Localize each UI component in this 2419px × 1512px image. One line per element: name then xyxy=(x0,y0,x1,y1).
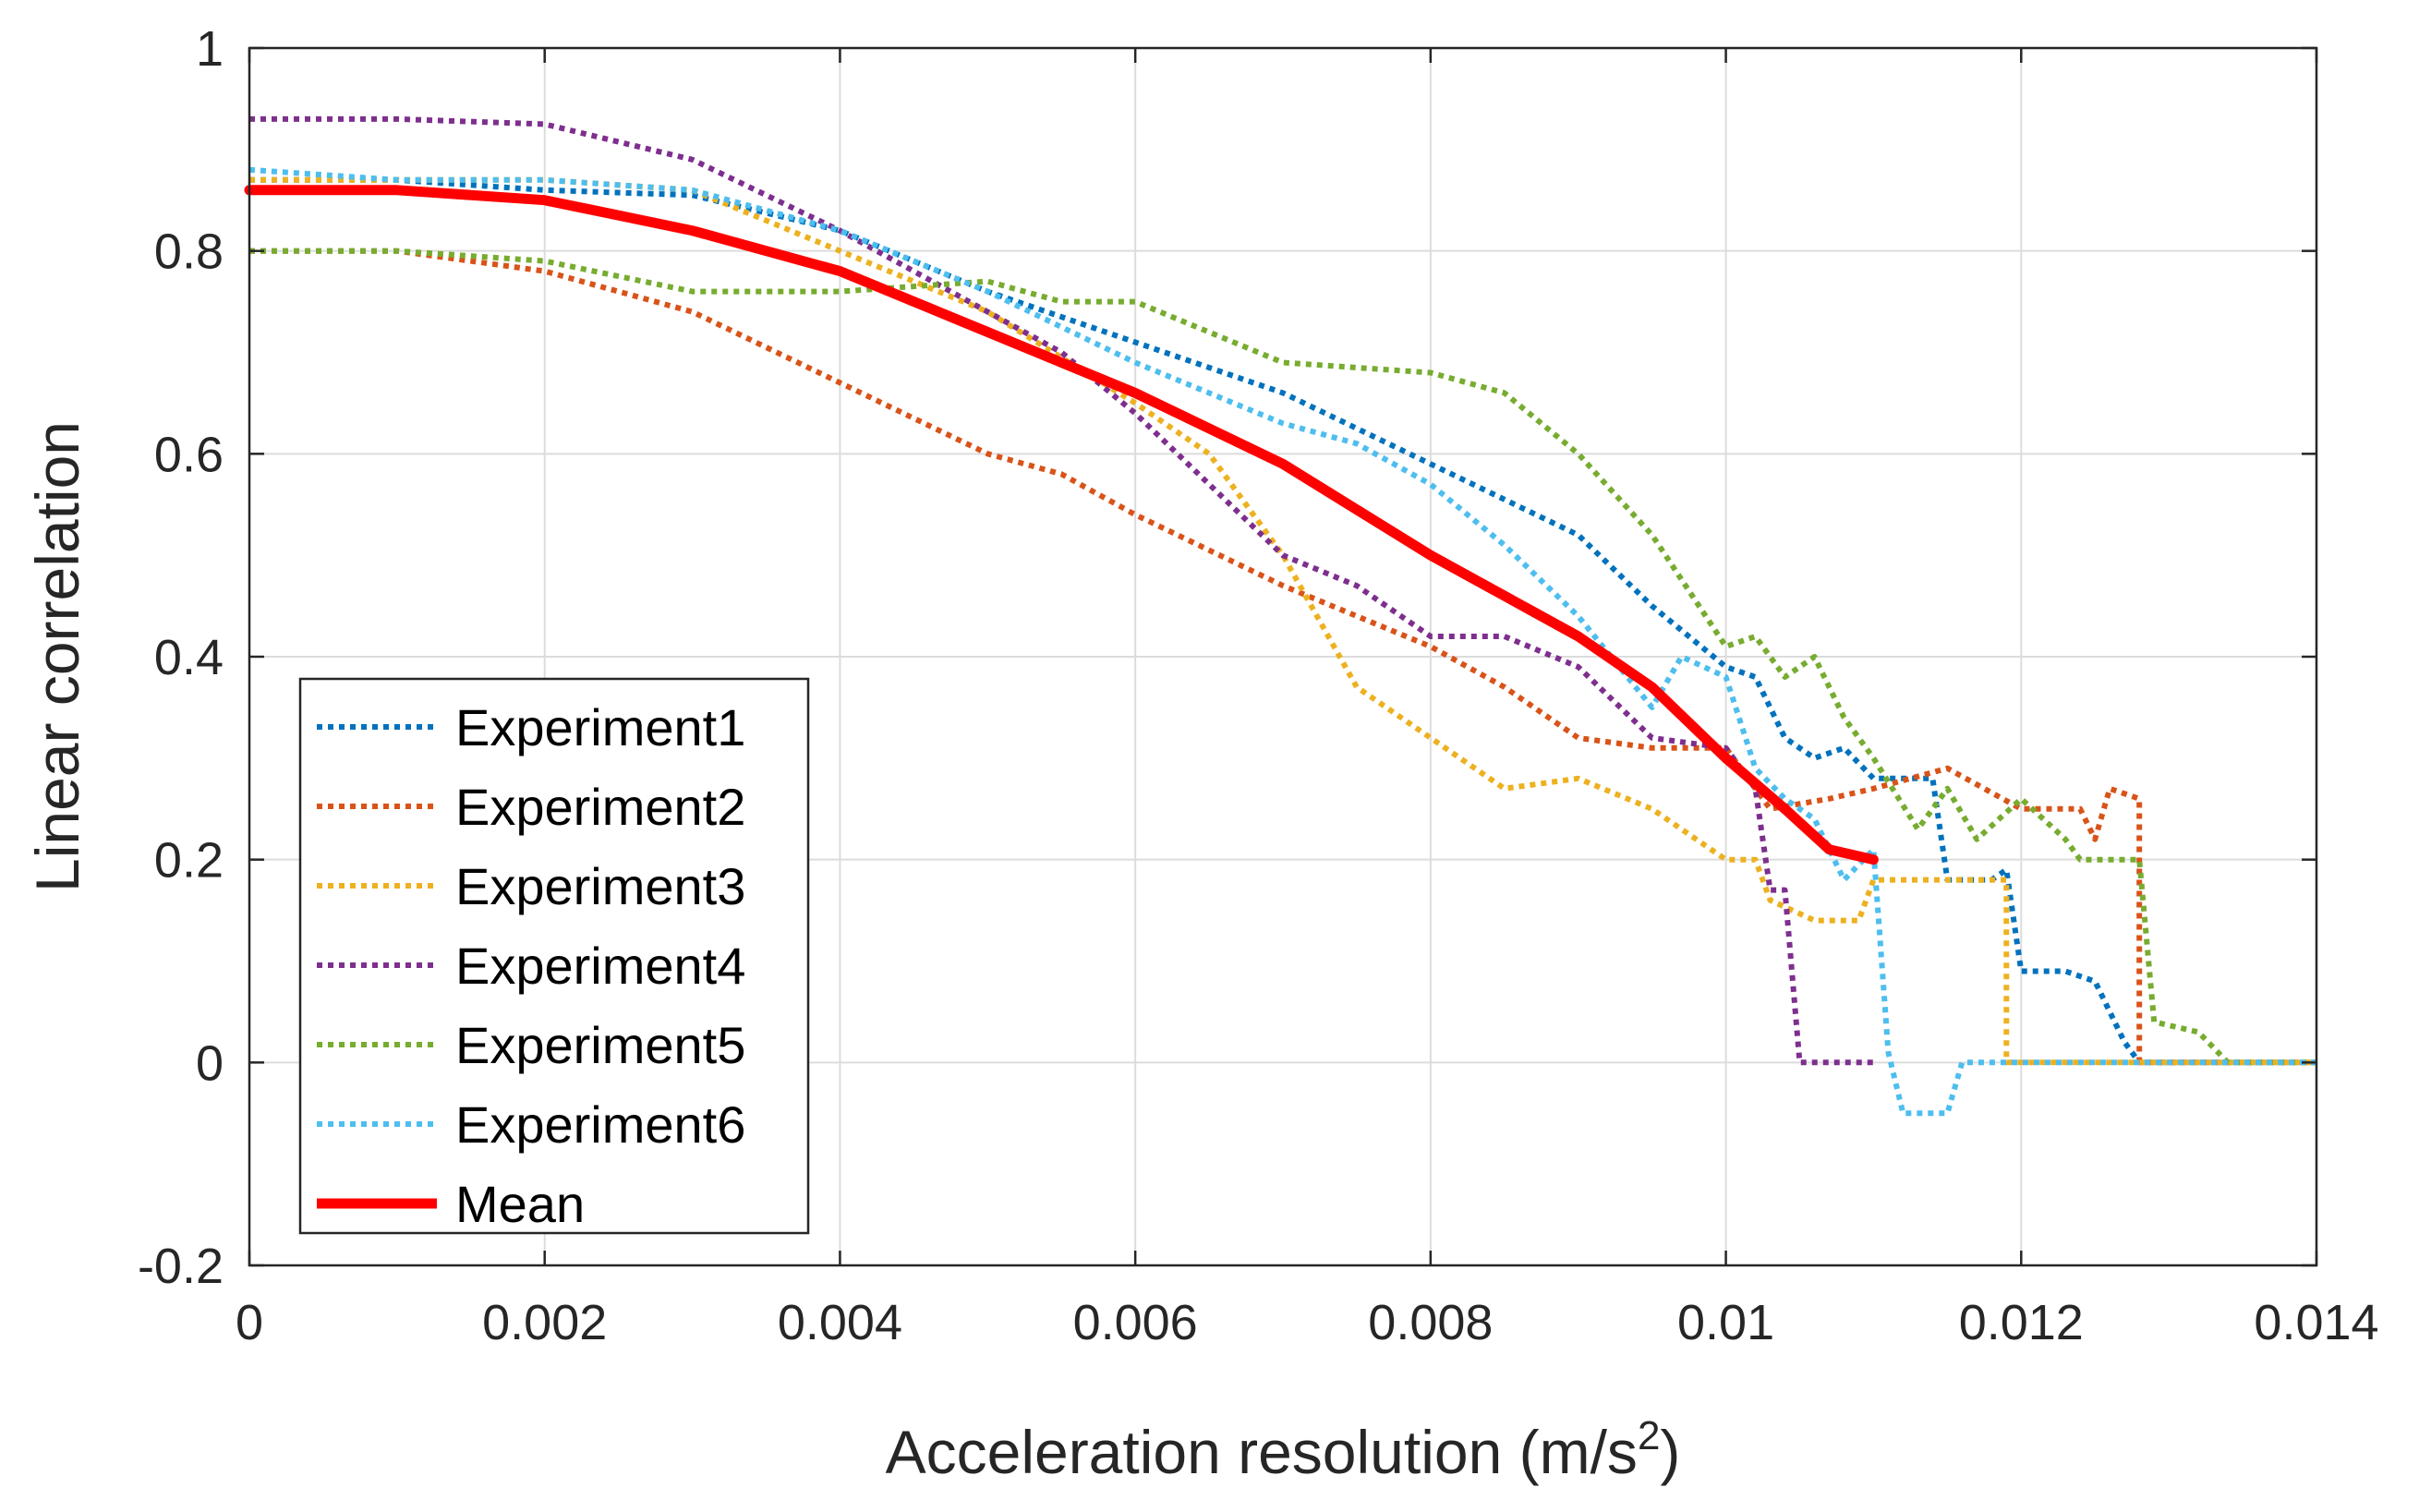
series-line-mean xyxy=(244,185,1879,865)
x-tick-label: 0.006 xyxy=(1073,1295,1198,1350)
y-tick-label: 0 xyxy=(196,1035,224,1091)
y-tick-label: 0.8 xyxy=(154,224,224,280)
legend-label-experiment3: Experiment3 xyxy=(455,857,745,915)
series-line-experiment3 xyxy=(249,176,2316,1066)
y-axis-title: Linear correlation xyxy=(23,421,91,892)
x-tick-labels: 0 0.002 0.004 0.006 0.008 0.01 0.012 0.014 xyxy=(236,1295,2379,1350)
legend-label-experiment2: Experiment2 xyxy=(455,778,745,836)
legend-label-experiment5: Experiment5 xyxy=(455,1016,745,1074)
x-axis-title: Acceleration resolution (m/s2) xyxy=(886,1413,1681,1486)
y-tick-label: 0.6 xyxy=(154,427,224,482)
legend: Experiment1 Experiment2 Experiment3 Experim… xyxy=(298,677,810,1235)
x-tick-label: 0.01 xyxy=(1677,1295,1774,1350)
series-line-experiment2 xyxy=(249,248,2316,1066)
x-tick-label: 0.008 xyxy=(1368,1295,1493,1350)
series-line-experiment6 xyxy=(248,166,2316,1117)
legend-label-experiment6: Experiment6 xyxy=(455,1095,745,1154)
x-axis-title-main: Acceleration resolution (m/s xyxy=(886,1418,1638,1486)
y-tick-label: -0.2 xyxy=(138,1239,224,1294)
x-tick-label: 0.002 xyxy=(482,1295,607,1350)
y-tick-label: 0.2 xyxy=(154,833,224,889)
legend-label-mean: Mean xyxy=(455,1175,585,1233)
x-axis-title-superscript: 2 xyxy=(1638,1413,1660,1458)
x-axis-title-close: ) xyxy=(1660,1418,1680,1486)
x-tick-label: 0.012 xyxy=(1959,1295,2084,1350)
legend-label-experiment1: Experiment1 xyxy=(455,698,745,756)
y-tick-labels: -0.2 0 0.2 0.4 0.6 0.8 1 xyxy=(138,21,224,1294)
series-layer xyxy=(244,115,2316,1117)
legend-entries: Experiment1 Experiment2 Experiment3 Experim… xyxy=(317,698,745,1233)
series-line-experiment4 xyxy=(249,115,1874,1066)
y-tick-label: 0.4 xyxy=(154,630,224,685)
x-tick-label: 0 xyxy=(236,1295,263,1350)
tick-marks xyxy=(248,46,2318,1267)
y-tick-label: 1 xyxy=(196,21,224,77)
legend-box xyxy=(298,677,810,1235)
x-tick-label: 0.014 xyxy=(2254,1295,2378,1350)
legend-label-experiment4: Experiment4 xyxy=(455,937,745,995)
x-tick-label: 0.004 xyxy=(778,1295,902,1350)
series-line-experiment5 xyxy=(249,248,2316,1066)
